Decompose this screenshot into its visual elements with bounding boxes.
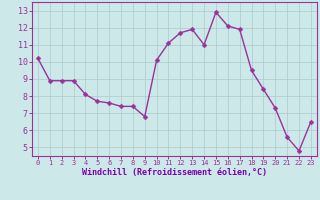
X-axis label: Windchill (Refroidissement éolien,°C): Windchill (Refroidissement éolien,°C) [82, 168, 267, 177]
